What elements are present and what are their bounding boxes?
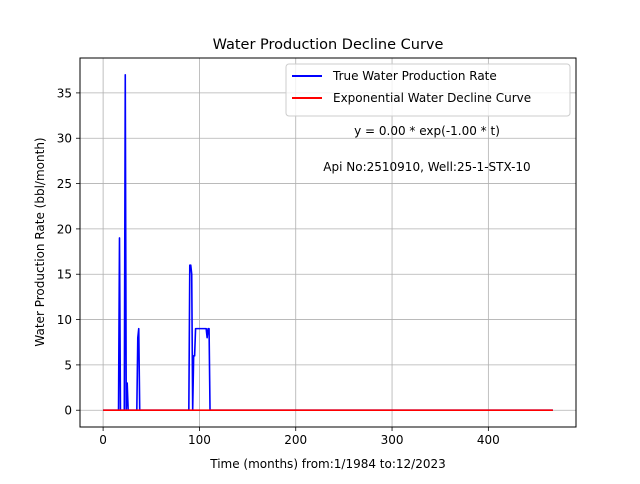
x-tick-label: 300 [381,433,404,447]
x-tick-label: 200 [284,433,307,447]
y-axis-label: Water Production Rate (bbl/month) [33,137,47,346]
y-tick-label: 0 [64,404,72,418]
grid-layer [80,58,576,427]
x-tick-label: 100 [188,433,211,447]
equation-annotation: y = 0.00 * exp(-1.00 * t) [354,124,500,138]
well-info-annotation: Api No:2510910, Well:25-1-STX-10 [323,160,530,174]
chart-title: Water Production Decline Curve [213,37,444,53]
y-tick-label: 30 [57,132,72,146]
y-tick-label: 10 [57,313,72,327]
x-tick-label: 0 [99,433,107,447]
tick-layer: 0 100 200 300 400 0 5 10 15 20 25 30 35 [57,86,500,447]
series-layer [103,73,553,412]
legend-label-exponential-decline: Exponential Water Decline Curve [333,91,531,105]
x-axis-label: Time (months) from:1/1984 to:12/2023 [209,457,446,471]
y-tick-label: 25 [57,177,72,191]
x-tick-label: 400 [477,433,500,447]
legend-box [285,63,571,117]
y-tick-label: 5 [64,358,72,372]
legend: True Water Production Rate Exponential W… [285,63,571,117]
legend-label-true-water: True Water Production Rate [332,69,497,83]
y-tick-label: 20 [57,222,72,236]
y-tick-label: 35 [57,86,72,100]
y-tick-label: 15 [57,268,72,282]
plot-frame [79,57,577,428]
